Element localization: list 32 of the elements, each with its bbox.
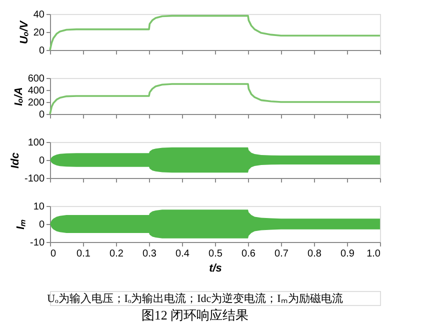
y-axis-title: Uₒ/V bbox=[18, 19, 30, 44]
y-axis-title: Idc bbox=[9, 152, 22, 168]
y-tick-label: 0 bbox=[38, 156, 45, 166]
x-tick-label: 0.2 bbox=[110, 248, 124, 260]
y-tick-label: 20 bbox=[33, 28, 45, 38]
y-tick-label: 0 bbox=[38, 220, 45, 230]
y-tick-label: -10 bbox=[30, 238, 45, 248]
y-tick-label: 0 bbox=[38, 110, 45, 120]
x-tick-label: 1.0 bbox=[366, 248, 381, 260]
x-tick-label: 0.1 bbox=[76, 248, 91, 260]
x-tick-label: 0.6 bbox=[242, 248, 256, 260]
y-tick-label: 40 bbox=[33, 10, 45, 20]
x-tick-label: 0.9 bbox=[340, 248, 355, 260]
y-tick-label: -100 bbox=[24, 174, 45, 184]
y-tick-label: 400 bbox=[28, 86, 45, 96]
y-tick-label: 10 bbox=[33, 202, 45, 212]
x-axis-title: t/s bbox=[209, 262, 222, 274]
x-tick-label: 0.5 bbox=[208, 248, 223, 260]
x-tick-label: 0.8 bbox=[308, 248, 322, 260]
x-tick-label: 0.3 bbox=[142, 248, 157, 260]
y-tick-label: 100 bbox=[28, 138, 45, 148]
text: 图12 闭环响应结果 bbox=[141, 308, 249, 322]
x-tick-label: 0 bbox=[50, 248, 56, 260]
y-tick-label: 0 bbox=[38, 46, 45, 56]
y-tick-label: 600 bbox=[28, 74, 45, 84]
y-axis-title: Iₒ/A bbox=[12, 87, 25, 106]
x-tick-label: 0.4 bbox=[176, 248, 190, 260]
y-axis-title: Iₘ bbox=[15, 219, 28, 230]
text: Uₒ为输入电压；Iₒ为输出电流；Idc为逆变电流；Iₘ为励磁电流 bbox=[47, 292, 343, 305]
line-series bbox=[49, 14, 381, 51]
x-tick-label: 0.7 bbox=[274, 248, 289, 260]
y-tick-label: 200 bbox=[28, 98, 45, 108]
